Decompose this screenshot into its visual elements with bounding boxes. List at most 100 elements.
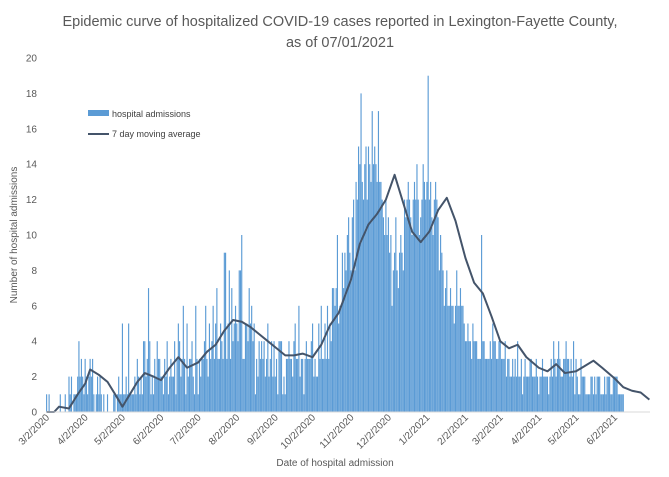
bar bbox=[336, 235, 338, 412]
bar bbox=[92, 358, 94, 412]
bar bbox=[386, 235, 388, 412]
bar bbox=[69, 394, 71, 412]
bar bbox=[246, 323, 248, 412]
bar bbox=[348, 217, 350, 412]
bar bbox=[249, 323, 252, 412]
bar bbox=[606, 376, 608, 412]
bar bbox=[616, 376, 618, 412]
bar bbox=[446, 270, 448, 412]
bar bbox=[488, 358, 490, 412]
bar bbox=[335, 288, 337, 412]
bar bbox=[503, 358, 505, 412]
bar bbox=[543, 376, 545, 412]
bar bbox=[403, 199, 406, 412]
bar bbox=[584, 376, 586, 412]
bar bbox=[374, 146, 376, 412]
bar bbox=[157, 358, 160, 412]
bar bbox=[581, 376, 583, 412]
bar bbox=[522, 394, 524, 412]
bar bbox=[469, 341, 471, 412]
bar bbox=[289, 358, 291, 412]
bar bbox=[595, 394, 597, 412]
bar bbox=[126, 394, 128, 412]
bar bbox=[539, 376, 541, 412]
bar bbox=[575, 358, 577, 412]
bar bbox=[524, 358, 526, 412]
bar bbox=[580, 358, 582, 412]
bar bbox=[536, 376, 539, 412]
bar bbox=[474, 341, 476, 412]
bar bbox=[310, 341, 312, 412]
bar bbox=[275, 358, 278, 412]
bar bbox=[197, 394, 199, 412]
bar bbox=[129, 394, 131, 412]
bar bbox=[478, 358, 480, 412]
bar bbox=[441, 252, 443, 412]
bar bbox=[59, 394, 61, 412]
bar bbox=[615, 376, 617, 412]
bar bbox=[203, 341, 206, 412]
bar bbox=[492, 323, 494, 412]
x-tick-label: 11/2/2020 bbox=[318, 412, 357, 451]
bar bbox=[538, 394, 540, 412]
bar bbox=[130, 394, 132, 412]
bar bbox=[544, 376, 546, 412]
bar bbox=[344, 252, 346, 412]
bar bbox=[379, 181, 381, 412]
bar bbox=[574, 394, 576, 412]
bar bbox=[355, 181, 357, 412]
bar bbox=[330, 341, 332, 412]
bar bbox=[602, 394, 604, 412]
bar bbox=[504, 341, 506, 412]
bar bbox=[426, 181, 428, 412]
x-tick-label: 2/2/2021 bbox=[436, 412, 472, 448]
bar bbox=[139, 394, 141, 412]
bar bbox=[75, 394, 78, 412]
bar bbox=[362, 199, 365, 412]
bar bbox=[287, 358, 289, 412]
bar bbox=[597, 376, 599, 412]
bar bbox=[329, 323, 331, 412]
bar bbox=[607, 376, 609, 412]
bar bbox=[591, 376, 593, 412]
bar bbox=[493, 341, 495, 412]
bar bbox=[341, 252, 343, 412]
bar bbox=[93, 394, 95, 412]
bar bbox=[405, 217, 407, 412]
bar bbox=[412, 199, 414, 412]
bar bbox=[136, 358, 138, 412]
bar bbox=[576, 376, 578, 412]
bar bbox=[319, 358, 321, 412]
bar bbox=[406, 199, 408, 412]
bar bbox=[221, 341, 223, 412]
bar bbox=[74, 394, 76, 412]
bar bbox=[142, 341, 145, 412]
bar bbox=[328, 358, 330, 412]
bar bbox=[253, 323, 255, 412]
x-axis-title: Date of hospital admission bbox=[276, 458, 393, 469]
bar bbox=[554, 358, 556, 412]
bar bbox=[495, 358, 498, 412]
bar bbox=[430, 181, 432, 412]
bar bbox=[176, 358, 178, 412]
bar bbox=[338, 323, 340, 412]
bar bbox=[323, 358, 325, 412]
bar bbox=[146, 358, 148, 412]
bar bbox=[227, 323, 229, 412]
bar bbox=[252, 341, 254, 412]
bar bbox=[415, 199, 417, 412]
bar bbox=[243, 358, 245, 412]
bar bbox=[64, 394, 66, 412]
bar bbox=[302, 358, 304, 412]
bar bbox=[212, 305, 214, 412]
bar bbox=[171, 376, 173, 412]
bar bbox=[600, 394, 602, 412]
bar bbox=[528, 376, 530, 412]
bar bbox=[453, 323, 455, 412]
bar bbox=[220, 323, 222, 412]
bar bbox=[234, 305, 237, 412]
bar bbox=[556, 358, 558, 412]
bar bbox=[582, 376, 585, 412]
bar bbox=[179, 341, 181, 412]
